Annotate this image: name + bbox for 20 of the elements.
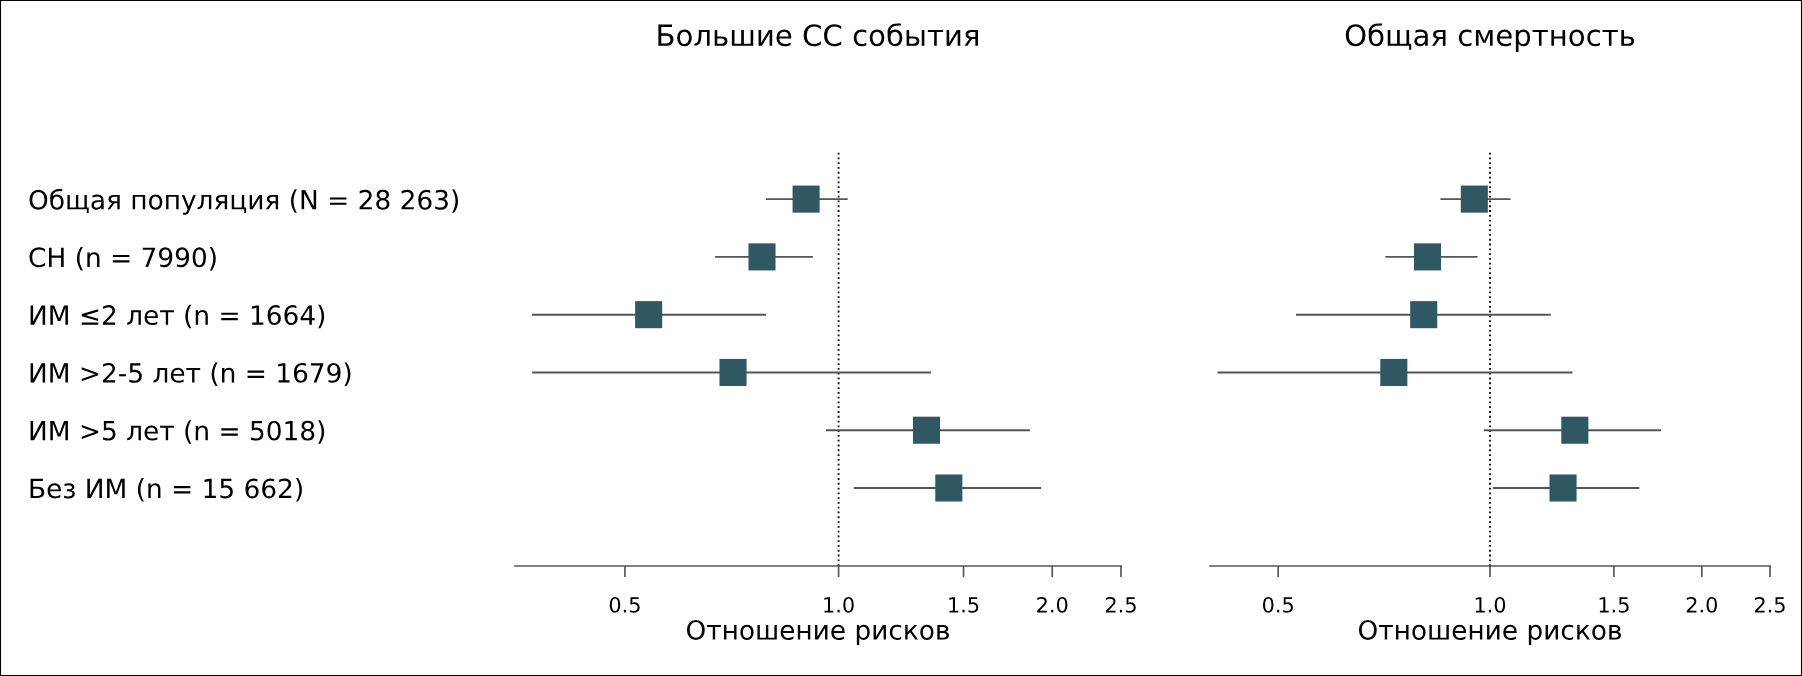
x-axis-title: Отношение рисков (1358, 619, 1621, 646)
chart-title: Большие СС события (658, 23, 978, 47)
x-tick-label: 0.5 (1263, 596, 1293, 613)
y-tick-label: Без ИМ (n = 15 662) (30, 478, 302, 502)
x-tick-label: 0.5 (609, 596, 640, 613)
x-tick-label: 1.5 (1599, 597, 1629, 613)
x-tick-label: 2.0 (1686, 596, 1717, 613)
x-axis-title: Отношение рисков (686, 619, 949, 646)
x-tick-label: 1.0 (1475, 596, 1506, 613)
x-tick-label: 2.5 (1754, 596, 1785, 613)
y-tick-label: ИМ ≤2 лет (n = 1664) (30, 304, 325, 329)
x-tick-label: 1.0 (824, 596, 854, 613)
chart-title: Общая смертность (1345, 23, 1635, 52)
x-tick-label: 2.5 (1105, 596, 1136, 613)
x-tick-label: 2.0 (1037, 596, 1068, 613)
y-tick-label: СН (n = 7990) (29, 246, 216, 271)
y-tick-label: ИМ >5 лет (n = 5018) (30, 420, 325, 444)
x-tick-label: 1.5 (949, 597, 979, 613)
y-tick-label: Общая популяция (N = 28 263) (29, 188, 459, 215)
y-tick-label: ИМ >2-5 лет (n = 1679) (30, 362, 351, 386)
